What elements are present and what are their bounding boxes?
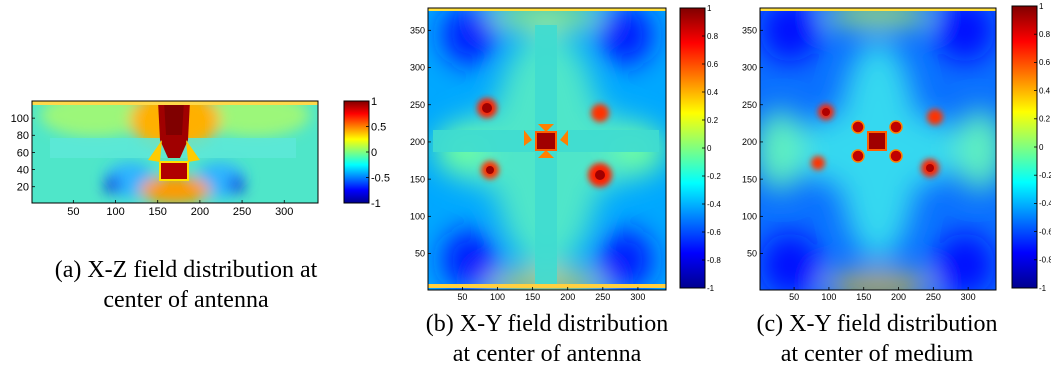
caption-a: (a) X-Z field distribution at center of …	[36, 255, 336, 315]
colorbar-tick-label: -0.2	[707, 172, 721, 181]
x-tick-label: 300	[275, 206, 293, 218]
panel-a-xz-field: 50 100 150 200 250 300 20 40 60 80 100 -1 -0.5 0 0.5 1	[11, 96, 390, 218]
colorbar-tick-label: 0.5	[371, 121, 386, 133]
y-tick-label: 60	[17, 147, 29, 159]
colorbar-tick-label: 0	[1039, 143, 1044, 152]
x-tick-label: 50	[789, 292, 799, 302]
heatmap-a	[32, 101, 318, 203]
y-tick-label: 50	[747, 249, 757, 259]
x-tick-label: 50	[67, 206, 79, 218]
y-tick-label: 250	[410, 100, 425, 110]
x-tick-label: 50	[457, 292, 467, 302]
panel-b-xy-field-antenna: 50 100 150 200 250 300 50 100 150 200 250 300 350 -1…	[410, 4, 721, 302]
colorbar-a-ticks: -1 -0.5 0 0.5 1	[366, 96, 390, 210]
x-tick-label: 200	[891, 292, 906, 302]
colorbar-tick-label: 0.2	[1039, 115, 1051, 124]
colorbar-tick-label: -1	[371, 198, 381, 210]
heatmap-b	[428, 8, 666, 290]
axes-a: 50 100 150 200 250 300 20 40 60 80 100	[11, 113, 294, 218]
x-tick-label: 200	[560, 292, 575, 302]
x-tick-label: 100	[106, 206, 124, 218]
colorbar-tick-label: 0.2	[707, 116, 719, 125]
caption-c-line-1: (c) X-Y field distribution	[756, 311, 998, 337]
colorbar-b-ticks: -1 -0.8 -0.6 -0.4 -0.2 0 0.2 0.4 0.6 0.8 1	[702, 4, 721, 293]
colorbar-tick-label: 1	[707, 4, 712, 13]
caption-a-line-2: center of antenna	[103, 287, 269, 313]
colorbar-tick-label: 1	[1039, 2, 1044, 11]
caption-b-line-2: at center of antenna	[452, 341, 642, 367]
x-tick-label: 300	[630, 292, 645, 302]
y-tick-label: 50	[415, 249, 425, 259]
colorbar-tick-label: -0.8	[707, 256, 721, 265]
axes-c: 50 100 150 200 250 300 50 100 150 200 250 300 350	[742, 25, 976, 302]
caption-a-line-1: (a) X-Z field distribution at	[54, 257, 318, 283]
colorbar-tick-label: -0.8	[1039, 256, 1051, 265]
x-tick-label: 100	[821, 292, 836, 302]
colorbar-c	[1011, 5, 1038, 289]
colorbar-tick-label: 0.8	[707, 32, 719, 41]
y-tick-label: 350	[742, 25, 757, 35]
colorbar-b	[679, 7, 706, 289]
x-tick-label: 150	[856, 292, 871, 302]
heatmap-c	[760, 8, 996, 290]
x-tick-label: 150	[149, 206, 167, 218]
caption-b: (b) X-Y field distribution at center of …	[382, 309, 712, 369]
y-tick-label: 40	[17, 164, 29, 176]
panel-c-xy-field-medium: 50 100 150 200 250 300 50 100 150 200 250 300 350 -1…	[742, 2, 1051, 302]
colorbar-tick-label: -0.4	[707, 200, 721, 209]
colorbar-tick-label: 0.4	[707, 88, 719, 97]
colorbar-tick-label: -0.6	[1039, 227, 1051, 236]
y-tick-label: 200	[410, 137, 425, 147]
y-tick-label: 150	[410, 174, 425, 184]
y-tick-label: 80	[17, 130, 29, 142]
colorbar-tick-label: 1	[371, 96, 377, 108]
x-tick-label: 250	[595, 292, 610, 302]
colorbar-tick-label: 0.4	[1039, 86, 1051, 95]
x-tick-label: 300	[961, 292, 976, 302]
axes-b: 50 100 150 200 250 300 50 100 150 200 250 300 350	[410, 25, 645, 302]
colorbar-tick-label: -0.2	[1039, 171, 1051, 180]
y-tick-label: 300	[410, 63, 425, 73]
x-tick-label: 250	[233, 206, 251, 218]
colorbar-tick-label: -0.6	[707, 228, 721, 237]
colorbar-tick-label: 0.6	[707, 60, 719, 69]
colorbar-tick-label: 0	[371, 147, 377, 159]
caption-b-line-1: (b) X-Y field distribution	[425, 311, 669, 337]
colorbar-tick-label: 0	[707, 144, 712, 153]
colorbar-tick-label: -1	[707, 284, 715, 293]
y-tick-label: 20	[17, 182, 29, 194]
caption-c-line-2: at center of medium	[780, 341, 974, 367]
colorbar-tick-label: -1	[1039, 284, 1047, 293]
colorbar-a	[343, 100, 370, 204]
colorbar-tick-label: 0.6	[1039, 58, 1051, 67]
y-tick-label: 100	[11, 113, 29, 125]
y-tick-label: 100	[742, 211, 757, 221]
y-tick-label: 200	[742, 137, 757, 147]
y-tick-label: 300	[742, 63, 757, 73]
colorbar-tick-label: 0.8	[1039, 30, 1051, 39]
caption-c: (c) X-Y field distribution at center of …	[718, 309, 1036, 369]
y-tick-label: 100	[410, 211, 425, 221]
y-tick-label: 350	[410, 25, 425, 35]
x-tick-label: 250	[926, 292, 941, 302]
x-tick-label: 100	[490, 292, 505, 302]
y-tick-label: 250	[742, 100, 757, 110]
x-tick-label: 150	[525, 292, 540, 302]
colorbar-c-ticks: -1 -0.8 -0.6 -0.4 -0.2 0 0.2 0.4 0.6 0.8 1	[1034, 2, 1051, 293]
x-tick-label: 200	[191, 206, 209, 218]
y-tick-label: 150	[742, 174, 757, 184]
colorbar-tick-label: -0.5	[371, 172, 390, 184]
colorbar-tick-label: -0.4	[1039, 199, 1051, 208]
